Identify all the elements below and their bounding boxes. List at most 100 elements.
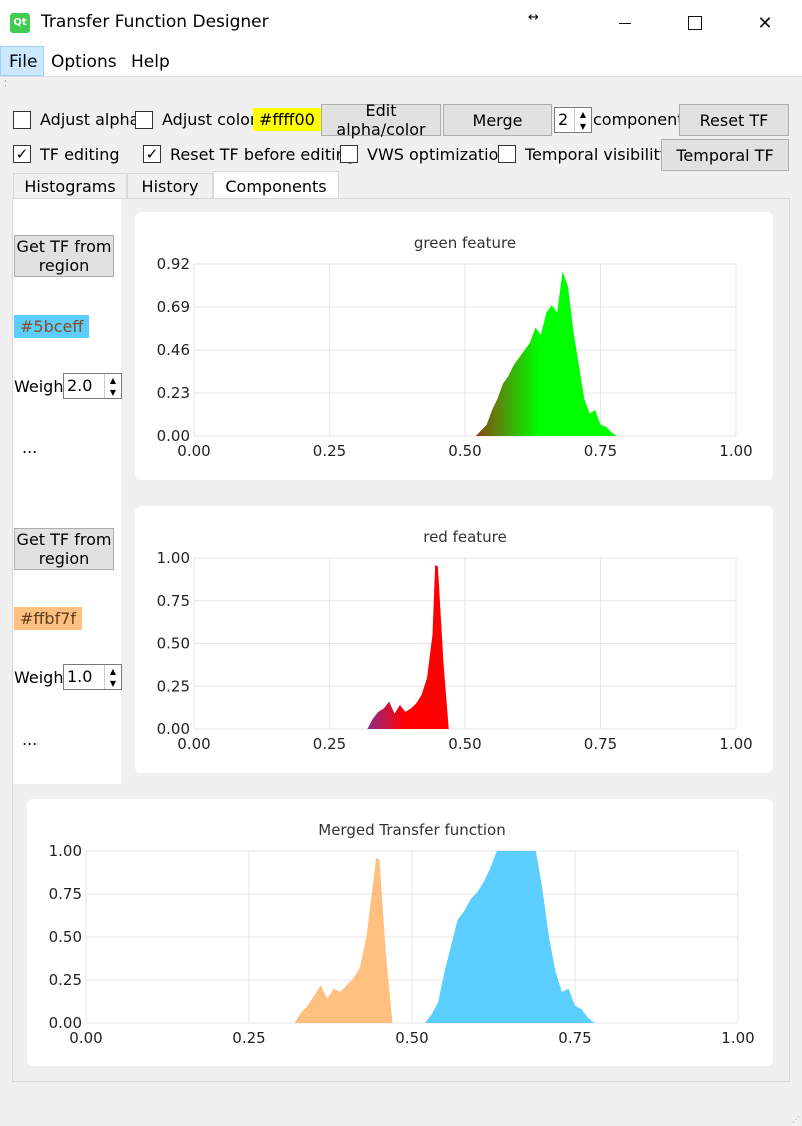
- resize-grip-icon[interactable]: ⋰: [792, 1115, 800, 1124]
- spin-down-icon[interactable]: ▼: [109, 387, 117, 397]
- temporal-tf-button[interactable]: Temporal TF: [661, 139, 789, 171]
- area-series-0: [294, 857, 393, 1023]
- chart-title: Merged Transfer function: [318, 821, 505, 839]
- get-tf-from-region-button-2[interactable]: Get TF from region: [14, 528, 114, 570]
- qt-app-icon: Qt: [10, 13, 30, 33]
- reset-tf-button[interactable]: Reset TF: [679, 104, 789, 136]
- close-button[interactable]: ✕: [742, 0, 788, 46]
- current-color-swatch[interactable]: #ffff00: [253, 108, 321, 131]
- chart-title: green feature: [414, 234, 516, 252]
- spin-down-icon[interactable]: ▼: [579, 121, 587, 131]
- y-tick-label: 0.75: [49, 885, 82, 903]
- spin-up-icon[interactable]: ▲: [579, 109, 587, 119]
- x-tick-label: 0.50: [448, 442, 481, 460]
- adjust-alpha-checkbox[interactable]: [13, 111, 31, 129]
- merged-tf-chart-card: Merged Transfer function 0.00 0.25 0.50 0.75…: [27, 799, 773, 1066]
- chart-title: red feature: [423, 528, 507, 546]
- y-tick-label: 0.00: [157, 720, 190, 738]
- menu-help[interactable]: Help: [131, 52, 170, 72]
- reset-before-editing-label: Reset TF before editing: [170, 145, 356, 164]
- menu-file[interactable]: File: [9, 52, 38, 72]
- component-more-2[interactable]: ...: [22, 730, 38, 749]
- green-feature-chart[interactable]: green feature 0.00 0.25 0.50 0.75 1.00 0.00 0.2…: [135, 212, 773, 480]
- adjust-alpha-label: Adjust alpha: [40, 110, 140, 129]
- x-tick-label: 0.75: [584, 442, 617, 460]
- vws-optimization-checkbox[interactable]: [340, 145, 358, 163]
- component-controls-column: [13, 199, 121, 784]
- y-tick-label: 1.00: [49, 842, 82, 860]
- minimize-button[interactable]: [602, 0, 648, 46]
- y-tick-label: 0.46: [157, 341, 190, 359]
- component-color-swatch-2[interactable]: #ffbf7f: [14, 607, 83, 630]
- merge-button[interactable]: Merge: [443, 104, 552, 136]
- vws-optimization-label: VWS optimization: [367, 145, 509, 164]
- y-tick-label: 0.92: [157, 255, 190, 273]
- tf-editing-label: TF editing: [40, 145, 120, 164]
- x-tick-label: 0.50: [448, 735, 481, 753]
- x-tick-label: 0.75: [558, 1029, 591, 1047]
- x-tick-label: 0.75: [584, 735, 617, 753]
- y-tick-label: 0.23: [157, 384, 190, 402]
- checkmark-icon: ✓: [15, 144, 29, 163]
- window-title: Transfer Function Designer: [41, 12, 269, 32]
- y-tick-label: 0.25: [157, 677, 190, 695]
- maximize-button[interactable]: [672, 0, 718, 46]
- component-more-1[interactable]: ...: [22, 438, 38, 457]
- y-tick-label: 0.50: [157, 635, 190, 653]
- title-bar: Qt Transfer Function Designer ↔ ✕: [0, 0, 802, 46]
- temporal-visibility-label: Temporal visibility: [525, 145, 670, 164]
- y-tick-label: 1.00: [157, 549, 190, 567]
- tab-histograms[interactable]: Histograms: [13, 173, 127, 199]
- minimize-icon: [619, 22, 631, 24]
- close-icon: ✕: [757, 12, 773, 34]
- component-color-swatch-1[interactable]: #5bceff: [14, 315, 90, 338]
- x-tick-label: 1.00: [719, 442, 752, 460]
- y-tick-label: 0.69: [157, 298, 190, 316]
- resize-arrows-icon: ↔: [528, 10, 539, 25]
- tf-editing-checkbox[interactable]: ✓: [13, 145, 31, 163]
- x-tick-label: 0.00: [177, 442, 210, 460]
- tab-history[interactable]: History: [127, 173, 213, 199]
- weight-label-1: Weight: [14, 377, 70, 396]
- adjust-color-label: Adjust color: [162, 110, 257, 129]
- red-feature-chart[interactable]: red feature 0.00 0.25 0.50 0.75 1.00 0.00 0.25 0…: [135, 506, 773, 773]
- y-tick-label: 0.00: [49, 1014, 82, 1032]
- area-series-0: [475, 271, 617, 436]
- x-tick-label: 1.00: [721, 1029, 754, 1047]
- temporal-visibility-checkbox[interactable]: [498, 145, 516, 163]
- area-series-0: [367, 564, 449, 729]
- tab-components[interactable]: Components: [213, 171, 339, 200]
- red-feature-chart-card: red feature 0.00 0.25 0.50 0.75 1.00 0.00 0.25 0…: [135, 506, 773, 773]
- weight-spinbox-1[interactable]: 2.0 ▲ ▼: [63, 373, 122, 399]
- merged-tf-chart[interactable]: Merged Transfer function 0.00 0.25 0.50 0.75…: [27, 799, 773, 1066]
- y-tick-label: 0.00: [157, 427, 190, 445]
- components-value: 2: [558, 110, 569, 129]
- reset-before-editing-checkbox[interactable]: ✓: [143, 145, 161, 163]
- menu-options[interactable]: Options: [51, 52, 117, 72]
- x-tick-label: 0.00: [69, 1029, 102, 1047]
- x-tick-label: 0.25: [232, 1029, 265, 1047]
- x-tick-label: 0.25: [313, 735, 346, 753]
- components-spinbox[interactable]: 2 ▲ ▼: [554, 107, 592, 133]
- maximize-icon: [688, 16, 702, 30]
- x-tick-label: 0.25: [313, 442, 346, 460]
- adjust-color-checkbox[interactable]: [135, 111, 153, 129]
- spin-down-icon[interactable]: ▼: [109, 678, 117, 688]
- spin-up-icon[interactable]: ▲: [109, 666, 117, 676]
- edit-alpha-color-button[interactable]: Edit alpha/color: [321, 101, 441, 139]
- spin-up-icon[interactable]: ▲: [109, 375, 117, 385]
- checkmark-icon: ✓: [145, 144, 159, 163]
- x-tick-label: 1.00: [719, 735, 752, 753]
- y-tick-label: 0.50: [49, 928, 82, 946]
- weight-label-2: Weight: [14, 668, 70, 687]
- get-tf-from-region-button-1[interactable]: Get TF from region: [14, 235, 114, 277]
- toolbar-grip-icon[interactable]: · ·: [4, 77, 7, 92]
- weight-spinbox-2[interactable]: 1.0 ▲ ▼: [63, 664, 122, 690]
- weight-value-1: 2.0: [67, 376, 93, 395]
- weight-value-2: 1.0: [67, 667, 93, 686]
- x-tick-label: 0.50: [395, 1029, 428, 1047]
- area-series-1: [425, 851, 595, 1023]
- menu-file-highlight: [0, 46, 44, 76]
- components-label: components: [593, 110, 692, 129]
- x-tick-label: 0.00: [177, 735, 210, 753]
